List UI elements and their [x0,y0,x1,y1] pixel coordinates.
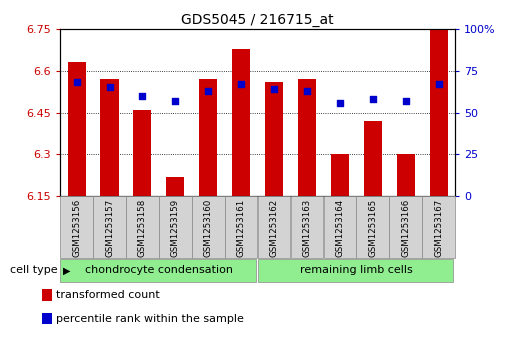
Bar [42,289,52,301]
Point [402,98,410,104]
Bar [93,196,126,258]
Point [171,98,179,104]
Text: percentile rank within the sample: percentile rank within the sample [56,314,244,323]
Bar [232,49,250,196]
Text: GSM1253162: GSM1253162 [269,199,279,257]
Text: GSM1253166: GSM1253166 [401,199,410,257]
Bar [291,196,323,258]
Bar [67,62,86,196]
Bar [357,196,389,258]
Text: GSM1253160: GSM1253160 [204,199,213,257]
Bar [422,196,455,258]
Text: GSM1253164: GSM1253164 [335,199,344,257]
Point [336,99,344,105]
Text: ▶: ▶ [63,265,70,276]
Bar [331,154,349,196]
Point [204,88,212,94]
Bar [159,196,191,258]
Point [369,96,377,102]
Bar [199,79,217,196]
Bar [258,196,290,258]
Bar [100,79,119,196]
Title: GDS5045 / 216715_at: GDS5045 / 216715_at [181,13,334,26]
Bar [166,176,185,196]
Bar [225,196,257,258]
Bar [324,196,356,258]
Text: GSM1253156: GSM1253156 [72,199,81,257]
Text: remaining limb cells: remaining limb cells [300,265,413,276]
Bar [396,154,415,196]
Point [303,88,311,94]
Bar [60,259,256,282]
Text: GSM1253157: GSM1253157 [105,199,114,257]
Bar [133,110,152,196]
Bar [389,196,422,258]
Text: GSM1253167: GSM1253167 [434,199,443,257]
Point [237,81,245,87]
Bar [126,196,158,258]
Text: GSM1253161: GSM1253161 [236,199,246,257]
Point [72,79,81,85]
Text: GSM1253159: GSM1253159 [171,199,180,257]
Bar [265,82,283,196]
Text: GSM1253165: GSM1253165 [368,199,377,257]
Text: cell type: cell type [10,265,58,276]
Bar [258,259,453,282]
Point [138,93,146,99]
Point [105,85,113,90]
Text: GSM1253163: GSM1253163 [302,199,311,257]
Point [435,81,443,87]
Bar [60,196,93,258]
Bar [363,121,382,196]
Text: transformed count: transformed count [56,290,160,300]
Bar [298,79,316,196]
Bar [192,196,224,258]
Point [270,86,278,92]
Text: GSM1253158: GSM1253158 [138,199,147,257]
Text: chondrocyte condensation: chondrocyte condensation [85,265,233,276]
Bar [42,313,52,324]
Bar [429,29,448,196]
